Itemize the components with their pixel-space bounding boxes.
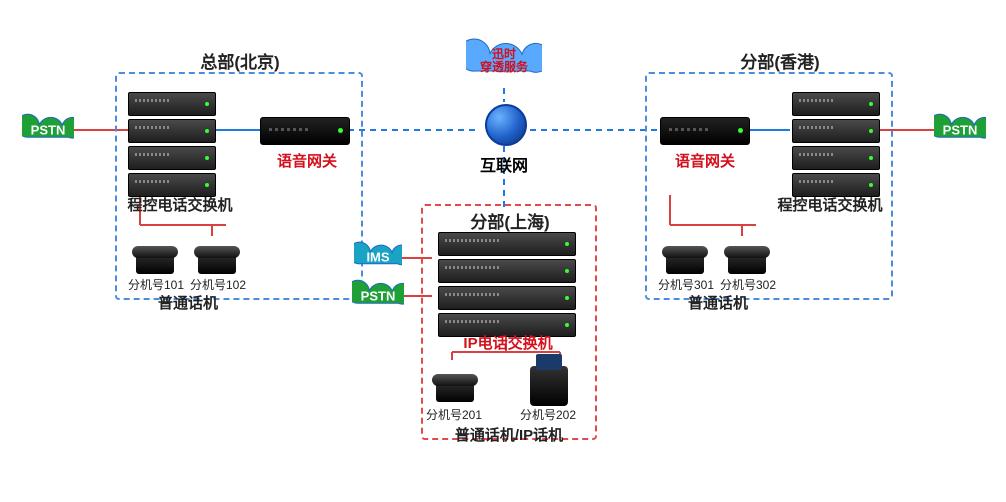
hk-pbx-label: 程控电话交换机 [760,194,900,215]
pstn-label: PSTN [22,123,74,138]
hq-pbx-label: 程控电话交换机 [110,194,250,215]
hq-phone2-icon [194,234,240,274]
hk-title: 分部(香港) [690,48,870,73]
hq-gateway-device [260,117,350,145]
hk-gw-label: 语音网关 [660,150,750,171]
pstn-label: PSTN [352,289,404,304]
sh-pbx-device [438,232,576,340]
sh-ext1: 分机号201 [424,406,484,423]
pstn-label: PSTN [934,123,986,138]
hq-gw-label: 语音网关 [262,150,352,171]
hk-ext1: 分机号301 [656,276,716,293]
hk-pbx-device [792,92,880,200]
hq-ext1: 分机号101 [126,276,186,293]
hk-phones-label: 普通话机 [658,292,778,313]
sh-phones-label: 普通话机/IP话机 [414,424,604,445]
hk-gateway-device [660,117,750,145]
service-label: 迅时 穿透服务 [466,48,542,74]
sh-ipphone-icon [524,350,574,406]
hq-phones-label: 普通话机 [128,292,248,313]
hk-ext2: 分机号302 [718,276,778,293]
sh-title: 分部(上海) [420,208,600,233]
hk-phone2-icon [724,234,770,274]
pstn-cloud-left: PSTN [22,112,74,148]
service-cloud: 迅时 穿透服务 [466,36,542,86]
hk-phone1-icon [662,234,708,274]
ims-cloud: IMS [354,240,402,274]
pstn-cloud-sh: PSTN [352,278,404,314]
ims-label: IMS [354,250,402,265]
hq-ext2: 分机号102 [188,276,248,293]
hq-title: 总部(北京) [150,48,330,73]
sh-ext2: 分机号202 [518,406,578,423]
internet-label: 互联网 [456,152,552,176]
pstn-cloud-right: PSTN [934,112,986,148]
hq-pbx-device [128,92,216,200]
hq-phone1-icon [132,234,178,274]
sh-phone-icon [432,362,478,402]
globe-icon [485,104,527,146]
